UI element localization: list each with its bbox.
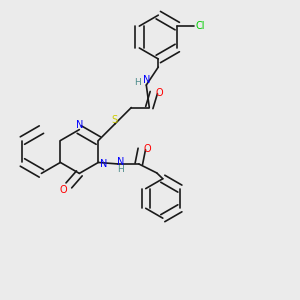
Text: O: O: [155, 88, 163, 98]
Text: N: N: [142, 75, 150, 85]
Text: N: N: [116, 158, 124, 167]
Text: Cl: Cl: [195, 21, 205, 31]
Text: N: N: [100, 159, 107, 169]
Text: H: H: [134, 77, 141, 86]
Text: S: S: [112, 115, 118, 125]
Text: N: N: [76, 120, 83, 130]
Text: H: H: [117, 165, 124, 174]
Text: O: O: [59, 185, 67, 195]
Text: O: O: [143, 144, 151, 154]
